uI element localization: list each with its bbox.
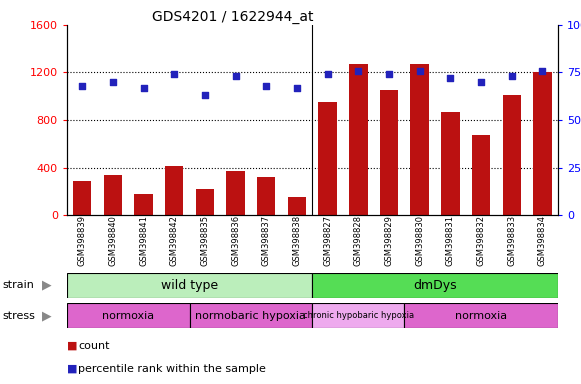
Bar: [165, 166, 184, 215]
Text: ■: ■: [67, 341, 81, 351]
Text: GSM398839: GSM398839: [78, 215, 87, 266]
Text: chronic hypobaric hypoxia: chronic hypobaric hypoxia: [303, 311, 414, 320]
Text: GSM398837: GSM398837: [262, 215, 271, 266]
Bar: [73, 180, 91, 215]
Text: ▶: ▶: [42, 278, 52, 291]
Text: GDS4201 / 1622944_at: GDS4201 / 1622944_at: [152, 10, 313, 23]
Point: [292, 84, 302, 91]
Point: [170, 71, 179, 78]
Point: [507, 73, 517, 79]
Bar: [380, 90, 398, 215]
Point: [261, 83, 271, 89]
Bar: [404, 303, 558, 328]
Point: [77, 83, 87, 89]
Point: [354, 68, 363, 74]
Point: [200, 92, 210, 98]
Text: percentile rank within the sample: percentile rank within the sample: [78, 364, 266, 374]
Text: GSM398836: GSM398836: [231, 215, 240, 266]
Text: strain: strain: [3, 280, 35, 290]
Bar: [67, 273, 313, 298]
Text: GSM398841: GSM398841: [139, 215, 148, 266]
Bar: [318, 102, 337, 215]
Bar: [472, 136, 490, 215]
Text: count: count: [78, 341, 110, 351]
Point: [108, 79, 117, 85]
Bar: [189, 303, 313, 328]
Bar: [288, 197, 306, 215]
Text: GSM398842: GSM398842: [170, 215, 179, 266]
Bar: [503, 95, 521, 215]
Text: GSM398827: GSM398827: [323, 215, 332, 266]
Point: [476, 79, 486, 85]
Point: [231, 73, 240, 79]
Text: GSM398832: GSM398832: [476, 215, 486, 266]
Text: GSM398831: GSM398831: [446, 215, 455, 266]
Bar: [533, 73, 551, 215]
Text: GSM398833: GSM398833: [507, 215, 517, 266]
Text: GSM398834: GSM398834: [538, 215, 547, 266]
Text: GSM398835: GSM398835: [200, 215, 209, 266]
Text: normobaric hypoxia: normobaric hypoxia: [195, 311, 306, 321]
Text: normoxia: normoxia: [455, 311, 507, 321]
Bar: [134, 194, 153, 215]
Text: GSM398830: GSM398830: [415, 215, 424, 266]
Bar: [410, 64, 429, 215]
Point: [323, 71, 332, 78]
Text: ■: ■: [67, 364, 81, 374]
Text: dmDys: dmDys: [413, 279, 457, 291]
Text: GSM398838: GSM398838: [292, 215, 302, 266]
Point: [446, 75, 455, 81]
Bar: [227, 171, 245, 215]
Bar: [196, 189, 214, 215]
Bar: [313, 303, 404, 328]
Text: GSM398828: GSM398828: [354, 215, 363, 266]
Point: [385, 71, 394, 78]
Text: normoxia: normoxia: [102, 311, 154, 321]
Bar: [103, 175, 122, 215]
Text: wild type: wild type: [161, 279, 218, 291]
Text: ▶: ▶: [42, 309, 52, 322]
Point: [538, 68, 547, 74]
Bar: [257, 177, 275, 215]
Text: GSM398829: GSM398829: [385, 215, 393, 266]
Point: [139, 84, 148, 91]
Point: [415, 68, 424, 74]
Bar: [313, 273, 558, 298]
Bar: [67, 303, 189, 328]
Bar: [349, 64, 368, 215]
Text: stress: stress: [3, 311, 36, 321]
Bar: [441, 112, 460, 215]
Text: GSM398840: GSM398840: [108, 215, 117, 266]
